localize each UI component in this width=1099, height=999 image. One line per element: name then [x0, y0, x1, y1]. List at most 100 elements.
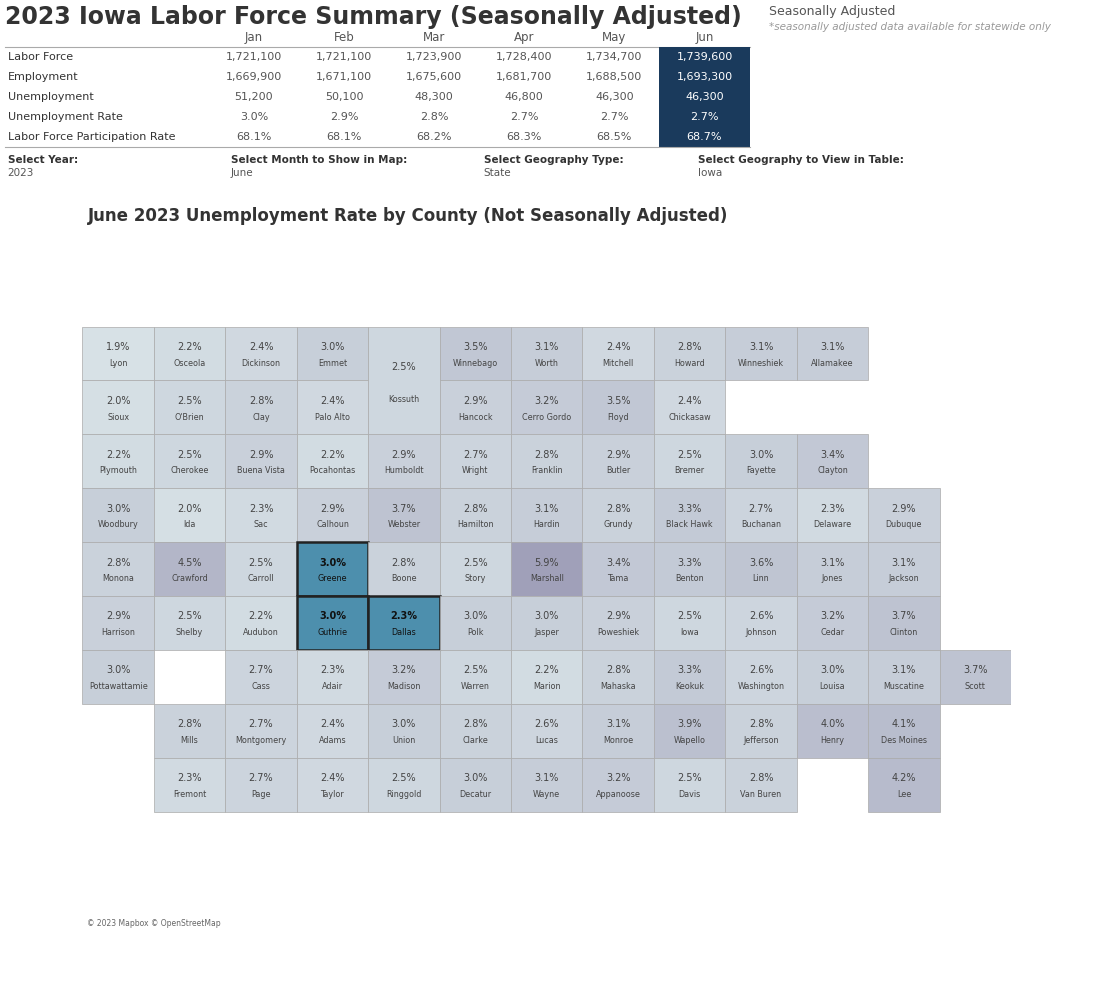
Text: Dickinson: Dickinson [242, 359, 280, 368]
Text: 2023 Iowa Labor Force Summary (Seasonally Adjusted): 2023 Iowa Labor Force Summary (Seasonall… [5, 5, 742, 29]
Text: 2.9%: 2.9% [320, 503, 345, 513]
Bar [82, 381, 154, 435]
Text: Clay: Clay [252, 413, 270, 422]
Text: 1,669,900: 1,669,900 [225, 72, 282, 82]
Text: 3.0%: 3.0% [106, 503, 131, 513]
Text: Mills: Mills [180, 736, 199, 745]
Bar [582, 757, 654, 811]
Text: 1,721,100: 1,721,100 [315, 52, 373, 62]
Bar [440, 489, 511, 542]
Text: Howard: Howard [675, 359, 704, 368]
Text: 2.2%: 2.2% [177, 342, 202, 352]
Text: Union: Union [392, 736, 415, 745]
Bar [725, 542, 797, 596]
Bar [511, 327, 582, 381]
Bar [440, 650, 511, 703]
Text: June 2023 Unemployment Rate by County (Not Seasonally Adjusted): June 2023 Unemployment Rate by County (N… [88, 207, 729, 225]
Text: 3.0%: 3.0% [463, 611, 488, 621]
Text: 4.1%: 4.1% [891, 719, 917, 729]
Bar [511, 703, 582, 757]
Text: 2.9%: 2.9% [330, 112, 358, 122]
Text: Winneshiek: Winneshiek [739, 359, 784, 368]
Text: 3.0%: 3.0% [463, 773, 488, 783]
Text: 2.9%: 2.9% [106, 611, 131, 621]
Text: Feb: Feb [334, 31, 354, 44]
Text: Adams: Adams [319, 736, 346, 745]
Text: Greene: Greene [318, 574, 347, 583]
Text: Woodbury: Woodbury [98, 520, 138, 529]
Text: 1,728,400: 1,728,400 [496, 52, 553, 62]
Text: 48,300: 48,300 [414, 92, 454, 102]
Text: 2.2%: 2.2% [248, 611, 274, 621]
Text: 2.8%: 2.8% [463, 719, 488, 729]
Bar [368, 435, 440, 489]
Text: 2.8%: 2.8% [248, 396, 274, 406]
Text: Lucas: Lucas [535, 736, 558, 745]
Text: 3.1%: 3.1% [534, 503, 559, 513]
Bar [511, 542, 582, 596]
Text: Lyon: Lyon [109, 359, 127, 368]
Text: 4.5%: 4.5% [177, 557, 202, 567]
Text: 3.1%: 3.1% [820, 557, 845, 567]
Text: Polk: Polk [467, 628, 484, 637]
Text: Seasonally Adjusted: Seasonally Adjusted [769, 5, 896, 18]
Text: 3.1%: 3.1% [534, 342, 559, 352]
Text: Cass: Cass [252, 682, 270, 691]
Bar [225, 489, 297, 542]
Text: Taylor: Taylor [321, 790, 344, 799]
Text: Sac: Sac [254, 520, 268, 529]
Bar [654, 435, 725, 489]
Bar [440, 757, 511, 811]
Text: 2.8%: 2.8% [606, 503, 631, 513]
Bar [225, 757, 297, 811]
Bar [868, 757, 940, 811]
Text: Keokuk: Keokuk [675, 682, 704, 691]
Text: 50,100: 50,100 [324, 92, 364, 102]
Text: 68.5%: 68.5% [597, 132, 632, 142]
Text: Page: Page [252, 790, 270, 799]
Text: Montgomery: Montgomery [235, 736, 287, 745]
Text: Labor Force Participation Rate: Labor Force Participation Rate [8, 132, 175, 142]
Bar [582, 435, 654, 489]
Bar [440, 381, 511, 435]
Text: Dallas: Dallas [391, 628, 417, 637]
Bar [368, 596, 440, 650]
Text: 2.8%: 2.8% [606, 665, 631, 675]
Text: 3.1%: 3.1% [748, 342, 774, 352]
Text: Johnson: Johnson [745, 628, 777, 637]
Bar [440, 435, 511, 489]
Text: Cherokee: Cherokee [170, 467, 209, 476]
Text: 3.7%: 3.7% [963, 665, 988, 675]
Bar [440, 703, 511, 757]
Text: 1,681,700: 1,681,700 [496, 72, 553, 82]
Text: Warren: Warren [460, 682, 490, 691]
Text: Mitchell: Mitchell [602, 359, 634, 368]
Text: Ringgold: Ringgold [386, 790, 422, 799]
Text: 1,688,500: 1,688,500 [586, 72, 643, 82]
Text: Pocahontas: Pocahontas [309, 467, 356, 476]
Text: 2.4%: 2.4% [320, 396, 345, 406]
Bar [297, 596, 368, 650]
Text: 2.7%: 2.7% [248, 773, 274, 783]
Text: Washington: Washington [737, 682, 785, 691]
Text: Scott: Scott [965, 682, 986, 691]
Text: Emmet: Emmet [318, 359, 347, 368]
Text: 3.5%: 3.5% [463, 342, 488, 352]
Text: 2.8%: 2.8% [106, 557, 131, 567]
Text: Webster: Webster [387, 520, 421, 529]
Text: 2.7%: 2.7% [248, 719, 274, 729]
Text: Davis: Davis [678, 790, 701, 799]
Bar [725, 650, 797, 703]
Bar [654, 489, 725, 542]
Text: Iowa: Iowa [698, 168, 722, 178]
Text: Decatur: Decatur [459, 790, 491, 799]
Text: 68.3%: 68.3% [507, 132, 542, 142]
Text: 3.5%: 3.5% [606, 396, 631, 406]
Text: Apr: Apr [514, 31, 534, 44]
Text: Grundy: Grundy [603, 520, 633, 529]
Text: Cedar: Cedar [821, 628, 844, 637]
Text: 2.4%: 2.4% [677, 396, 702, 406]
Text: 2.9%: 2.9% [606, 450, 631, 460]
Text: 3.1%: 3.1% [606, 719, 631, 729]
Text: 2.5%: 2.5% [248, 557, 274, 567]
